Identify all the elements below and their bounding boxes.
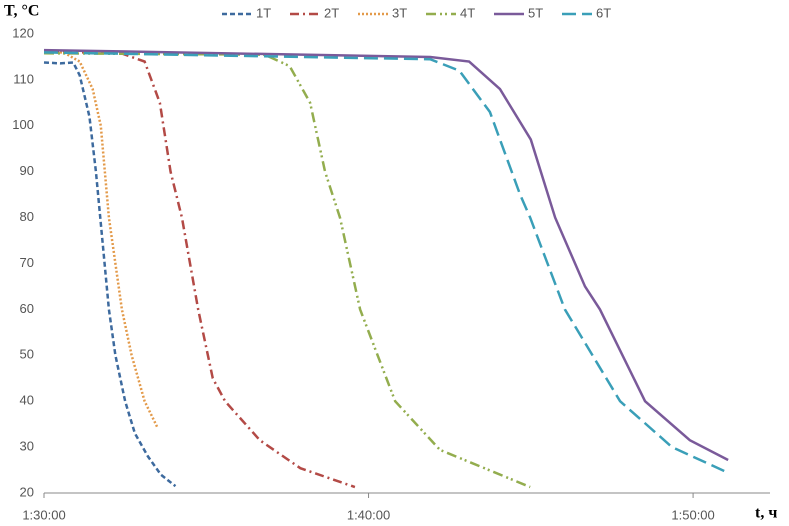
- legend-label: 3T: [392, 5, 407, 20]
- y-tick-label: 120: [12, 25, 34, 40]
- legend-label: 2T: [324, 5, 339, 20]
- y-axis-label: T, °C: [4, 3, 39, 20]
- y-tick-label: 70: [20, 255, 34, 270]
- y-tick-label: 50: [20, 347, 34, 362]
- x-axis-label: t, ч: [755, 505, 777, 522]
- y-tick-label: 100: [12, 117, 34, 132]
- y-tick-label: 20: [20, 484, 34, 499]
- series-line: [43, 48, 729, 462]
- x-tick-label: 1:30:00: [22, 507, 65, 522]
- series-line: [43, 52, 531, 489]
- y-tick-label: 90: [20, 163, 34, 178]
- y-tick-label: 30: [20, 439, 34, 454]
- legend-label: 1T: [256, 5, 271, 20]
- legend-label: 5T: [528, 5, 543, 20]
- x-tick-label: 1:40:00: [347, 507, 390, 522]
- series-line: [44, 51, 159, 429]
- series-line: [44, 51, 356, 489]
- y-tick-label: 60: [20, 301, 34, 316]
- legend-label: 4T: [460, 5, 475, 20]
- series-line: [43, 51, 727, 474]
- series-line: [43, 61, 177, 488]
- y-tick-label: 80: [20, 209, 34, 224]
- legend-label: 6T: [596, 5, 611, 20]
- y-tick-label: 110: [13, 71, 34, 86]
- y-tick-label: 40: [20, 393, 34, 408]
- x-tick-label: 1:50:00: [671, 507, 714, 522]
